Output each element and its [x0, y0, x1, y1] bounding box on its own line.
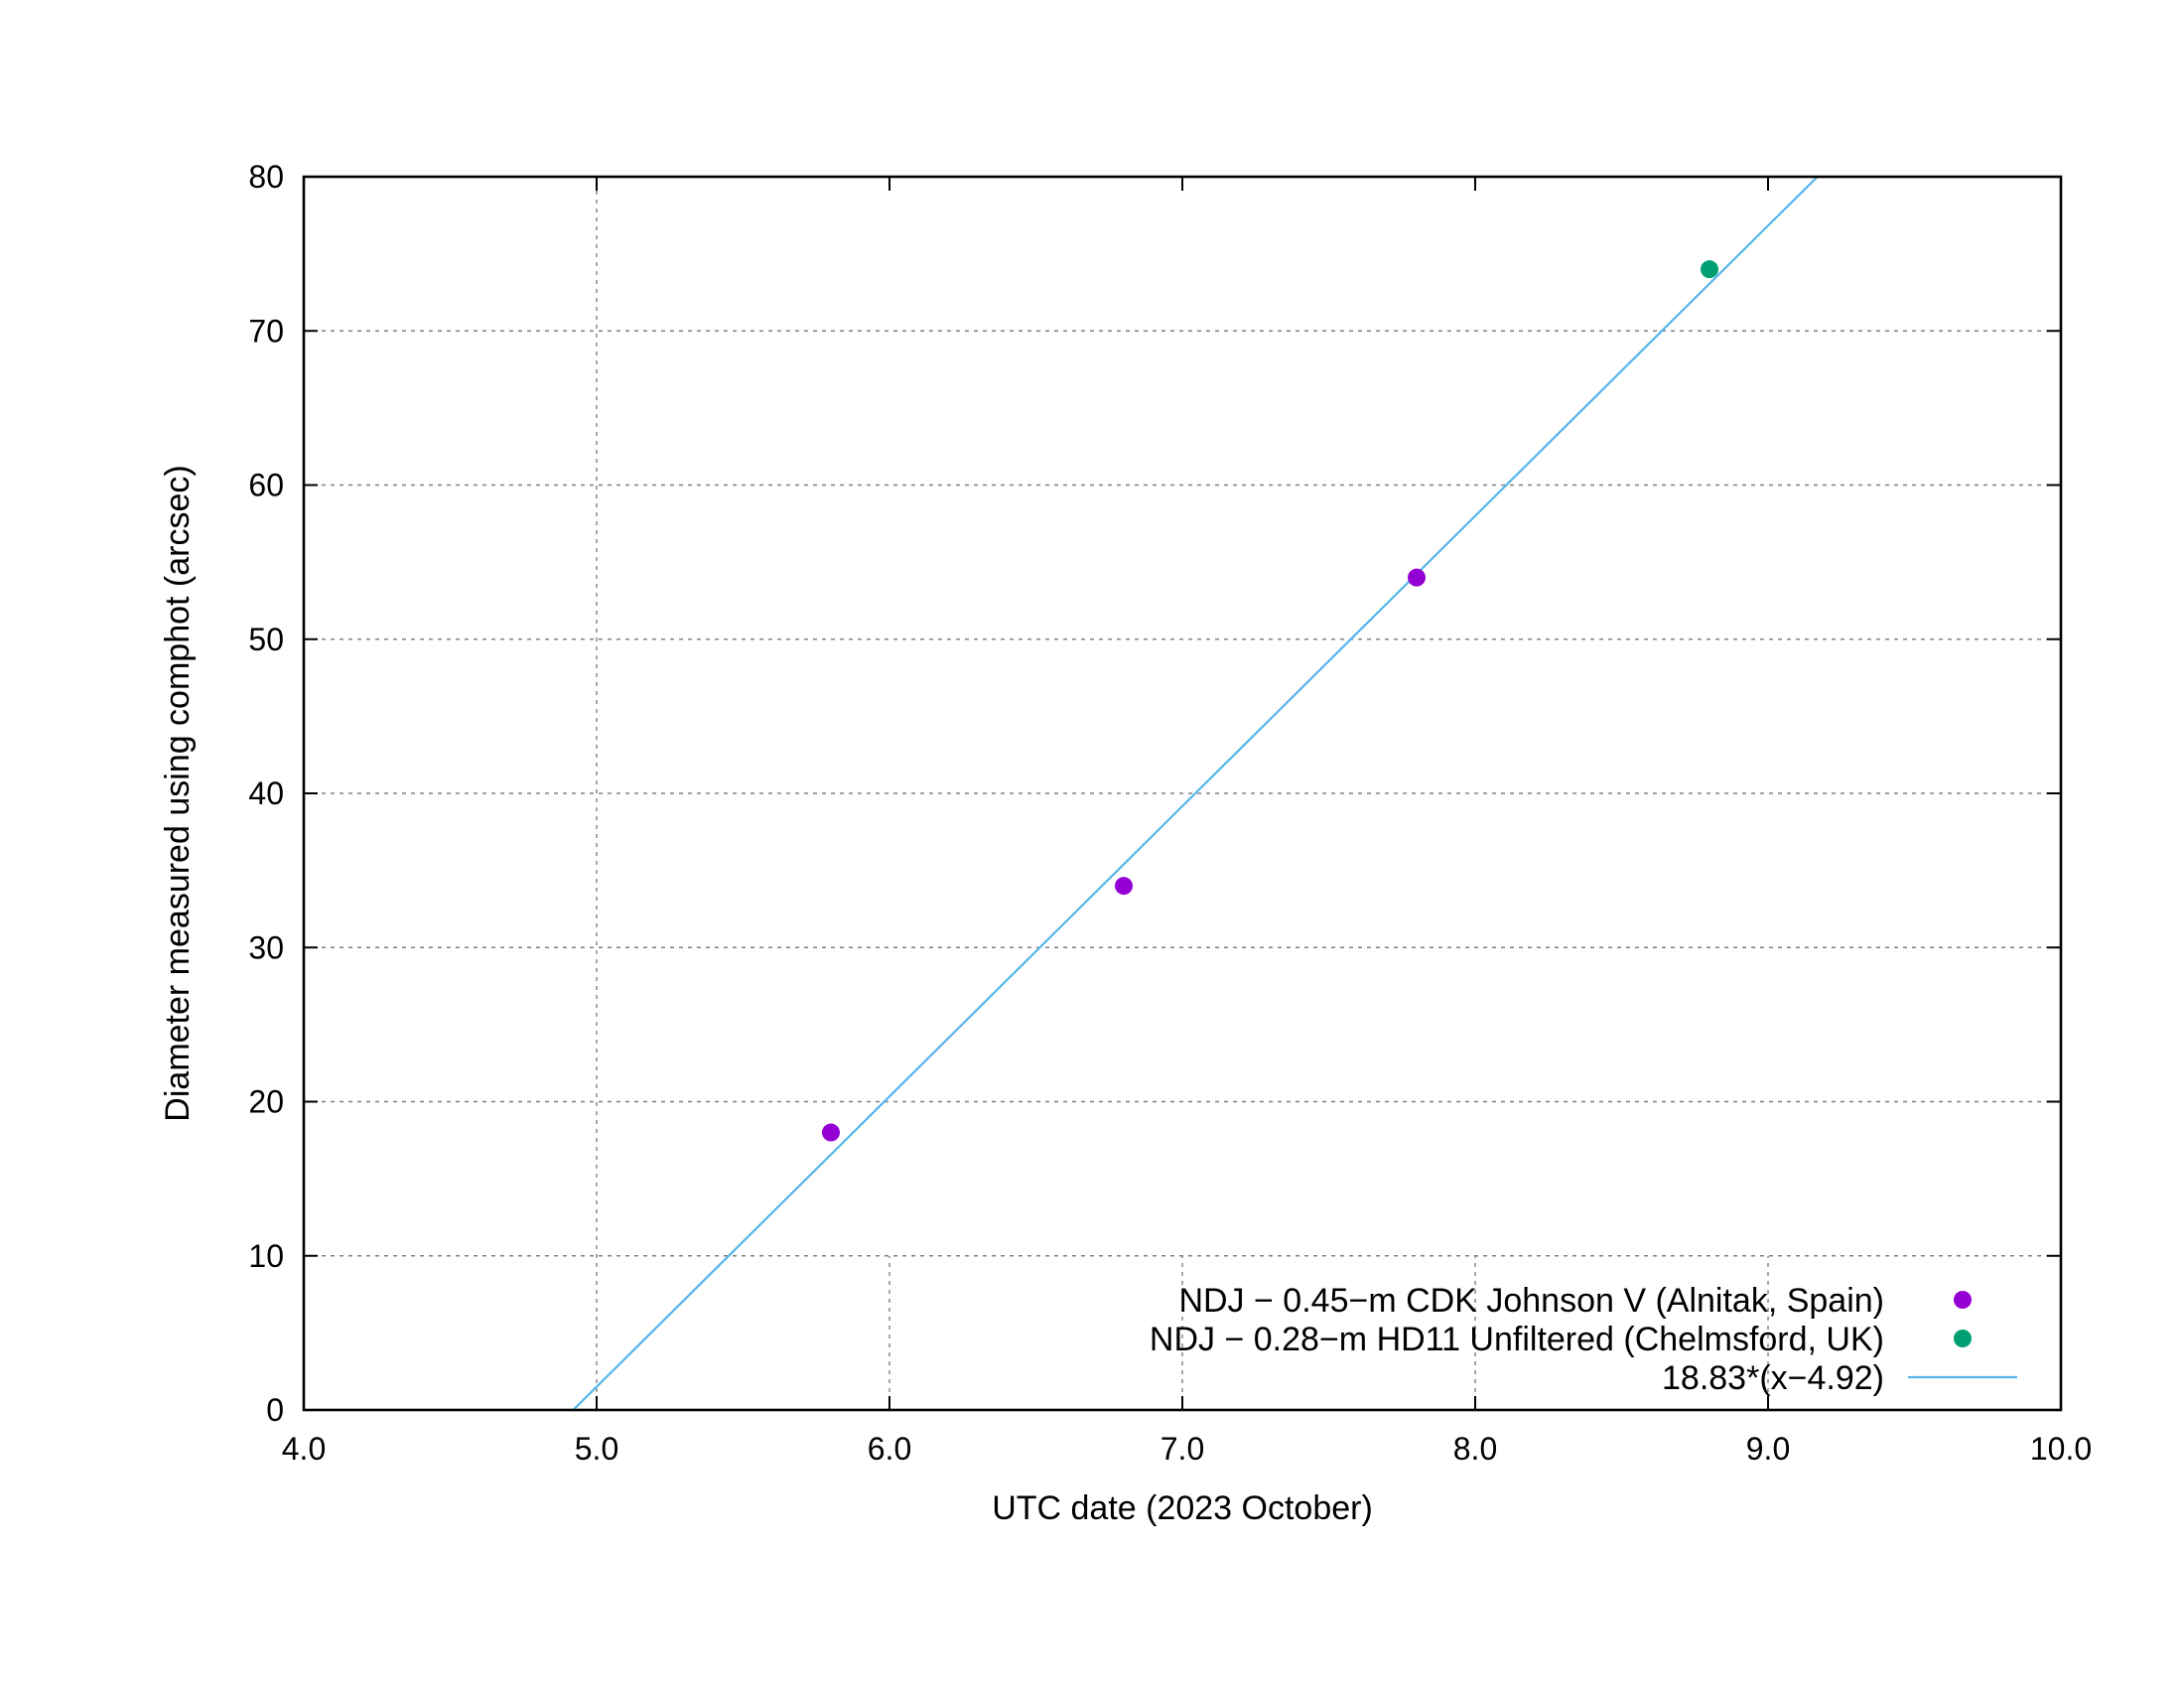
- x-tick-label: 8.0: [1453, 1431, 1497, 1467]
- legend-marker: [1954, 1291, 1972, 1309]
- y-axis-title: Diameter measured using comphot (arcsec): [159, 465, 197, 1121]
- data-point: [1701, 260, 1718, 279]
- legend-label: NDJ − 0.45−m CDK Johnson V (Alnitak, Spa…: [1178, 1282, 1884, 1320]
- y-tick-label: 40: [248, 775, 284, 811]
- x-tick-label: 6.0: [868, 1431, 911, 1467]
- x-tick-label: 10.0: [2030, 1431, 2092, 1467]
- x-tick-labels: 4.0 5.0 6.0 7.0 8.0 9.0 10.0: [282, 1431, 2092, 1467]
- y-tick-label: 60: [248, 468, 284, 503]
- legend-label: 18.83*(x−4.92): [1662, 1359, 1884, 1397]
- grid: [304, 177, 2061, 1410]
- y-tick-label: 0: [266, 1392, 284, 1428]
- x-tick-label: 4.0: [282, 1431, 326, 1467]
- x-tick-label: 5.0: [575, 1431, 618, 1467]
- y-tick-label: 80: [248, 159, 284, 195]
- y-tick-label: 10: [248, 1238, 284, 1274]
- y-tick-labels: 0 10 20 30 40 50 60 70 80: [248, 159, 284, 1428]
- data-point: [1408, 568, 1426, 587]
- series-layer: [571, 177, 1820, 1410]
- x-tick-label: 7.0: [1160, 1431, 1204, 1467]
- y-tick-label: 50: [248, 622, 284, 657]
- fit-line: [571, 177, 1820, 1410]
- plot-frame: [302, 175, 2063, 1412]
- y-tick-label: 70: [248, 313, 284, 349]
- legend-marker: [1954, 1330, 1972, 1347]
- data-point: [1115, 877, 1133, 896]
- data-point: [822, 1123, 840, 1142]
- y-tick-label: 30: [248, 929, 284, 965]
- legend: NDJ − 0.45−m CDK Johnson V (Alnitak, Spa…: [1150, 1282, 2017, 1397]
- x-axis-title: UTC date (2023 October): [992, 1489, 1373, 1527]
- x-tick-label: 9.0: [1746, 1431, 1790, 1467]
- legend-label: NDJ − 0.28−m HD11 Unfiltered (Chelmsford…: [1150, 1321, 1884, 1358]
- y-tick-label: 20: [248, 1084, 284, 1120]
